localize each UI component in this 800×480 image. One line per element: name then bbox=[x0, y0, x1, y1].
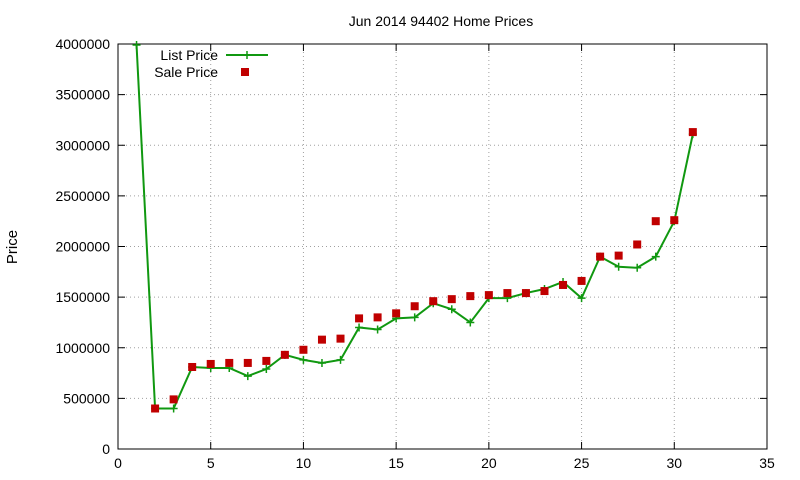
sale-price-point bbox=[577, 276, 586, 285]
sale-price-point bbox=[688, 128, 697, 137]
list-price-line bbox=[135, 44, 694, 410]
sale-price-point bbox=[429, 297, 438, 306]
axis-ticks: 0 5 10 15 20 25 30 35 0 500000 1000000 1500000 20000… bbox=[55, 36, 775, 471]
list-price-point bbox=[633, 263, 642, 272]
sale-price-point bbox=[243, 358, 252, 367]
x-tick-label: 30 bbox=[666, 455, 682, 471]
sale-price-point bbox=[540, 287, 549, 296]
y-tick-label: 4000000 bbox=[55, 36, 110, 52]
x-tick-label: 20 bbox=[481, 455, 497, 471]
chart-title: Jun 2014 94402 Home Prices bbox=[349, 13, 533, 29]
list-price-point bbox=[466, 318, 475, 327]
legend-label: Sale Price bbox=[154, 64, 218, 80]
x-tick-label: 5 bbox=[207, 455, 215, 471]
sale-price-point bbox=[447, 295, 456, 304]
sale-price-point bbox=[336, 334, 345, 343]
sale-price-point bbox=[559, 280, 568, 289]
sale-price-point bbox=[614, 251, 623, 260]
list-price-point bbox=[614, 262, 623, 271]
sale-price-point bbox=[651, 217, 660, 226]
series bbox=[132, 41, 697, 413]
sale-price-point bbox=[596, 252, 605, 261]
sale-price-point bbox=[484, 291, 493, 300]
sale-price-point bbox=[280, 350, 289, 359]
series-list-price bbox=[132, 41, 697, 413]
y-tick-label: 3000000 bbox=[55, 137, 110, 153]
list-price-point bbox=[132, 41, 141, 50]
y-tick-label: 2000000 bbox=[55, 239, 110, 255]
list-price-point bbox=[651, 252, 660, 261]
list-price-point bbox=[355, 323, 364, 332]
list-price-point bbox=[447, 305, 456, 314]
sale-price-point bbox=[169, 395, 178, 404]
legend-label: List Price bbox=[160, 47, 218, 63]
list-price-point bbox=[373, 325, 382, 334]
sale-price-point bbox=[188, 362, 197, 371]
legend-plus-swatch bbox=[243, 51, 251, 59]
y-tick-label: 0 bbox=[102, 441, 110, 457]
sale-price-point bbox=[373, 313, 382, 322]
list-price-point bbox=[169, 404, 178, 413]
x-tick-label: 0 bbox=[114, 455, 122, 471]
list-price-point bbox=[317, 358, 326, 367]
list-price-point bbox=[262, 365, 271, 374]
x-tick-label: 35 bbox=[759, 455, 775, 471]
sale-price-point bbox=[317, 335, 326, 344]
y-tick-label: 2500000 bbox=[55, 188, 110, 204]
x-tick-label: 15 bbox=[388, 455, 404, 471]
y-tick-label: 500000 bbox=[63, 390, 110, 406]
y-tick-label: 3500000 bbox=[55, 87, 110, 103]
legend-square-swatch bbox=[241, 68, 249, 76]
series-sale-price bbox=[151, 128, 697, 413]
sale-price-point bbox=[299, 345, 308, 354]
grid bbox=[118, 44, 767, 449]
sale-price-point bbox=[410, 302, 419, 311]
list-price-point bbox=[577, 294, 586, 303]
sale-price-point bbox=[466, 292, 475, 301]
sale-price-point bbox=[355, 314, 364, 323]
sale-price-point bbox=[225, 358, 234, 367]
sale-price-point bbox=[521, 289, 530, 298]
sale-price-point bbox=[633, 240, 642, 249]
x-tick-label: 10 bbox=[296, 455, 312, 471]
sale-price-point bbox=[151, 404, 160, 413]
list-price-point bbox=[336, 355, 345, 364]
y-axis-label: Price bbox=[4, 230, 21, 264]
sale-price-point bbox=[503, 289, 512, 298]
y-tick-label: 1000000 bbox=[55, 340, 110, 356]
sale-price-point bbox=[670, 216, 679, 225]
list-price-point bbox=[299, 355, 308, 364]
sale-price-point bbox=[206, 359, 215, 368]
sale-price-point bbox=[392, 309, 401, 318]
x-tick-label: 25 bbox=[574, 455, 590, 471]
list-price-point bbox=[410, 313, 419, 322]
list-price-point bbox=[243, 372, 252, 381]
y-tick-label: 1500000 bbox=[55, 289, 110, 305]
sale-price-point bbox=[262, 356, 271, 365]
